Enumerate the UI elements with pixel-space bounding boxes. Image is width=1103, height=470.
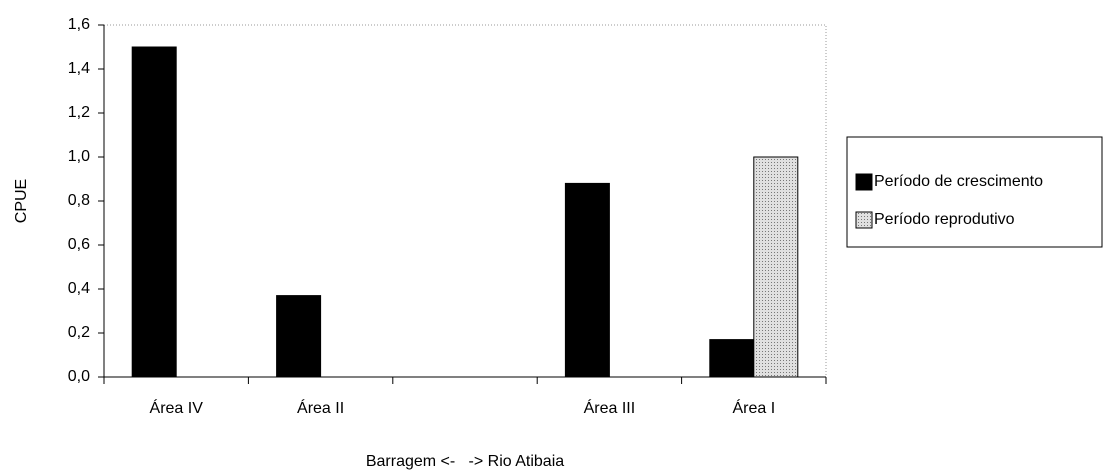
y-tick-label: 0,4 (68, 280, 90, 297)
x-axis-label: Barragem <- -> Rio Atibaia (366, 453, 564, 470)
bar (709, 339, 755, 378)
x-tick-label: Área IV (150, 398, 204, 417)
legend (846, 136, 1103, 248)
plot-area (103, 24, 827, 378)
y-tick-label: 1,6 (68, 16, 90, 33)
bar (276, 295, 322, 378)
y-tick-label: 0,8 (68, 192, 90, 209)
x-tick-label: Área I (732, 398, 775, 417)
legend-swatch (855, 211, 873, 229)
x-tick-label: Área II (297, 398, 344, 417)
bar (753, 156, 799, 378)
y-tick-label: 1,4 (68, 60, 90, 77)
y-axis-label: CPUE (13, 179, 30, 223)
y-tick-label: 0,2 (68, 324, 90, 341)
y-tick-label: 0,0 (68, 368, 90, 385)
y-tick-label: 0,6 (68, 236, 90, 253)
y-tick-label: 1,2 (68, 104, 90, 121)
legend-label: Período de crescimento (874, 173, 1043, 190)
y-tick-label: 1,0 (68, 148, 90, 165)
bar (564, 182, 610, 378)
x-tick-label: Área III (584, 398, 636, 417)
bar (131, 46, 177, 378)
legend-swatch (855, 173, 873, 191)
legend-label: Período reprodutivo (874, 211, 1015, 228)
